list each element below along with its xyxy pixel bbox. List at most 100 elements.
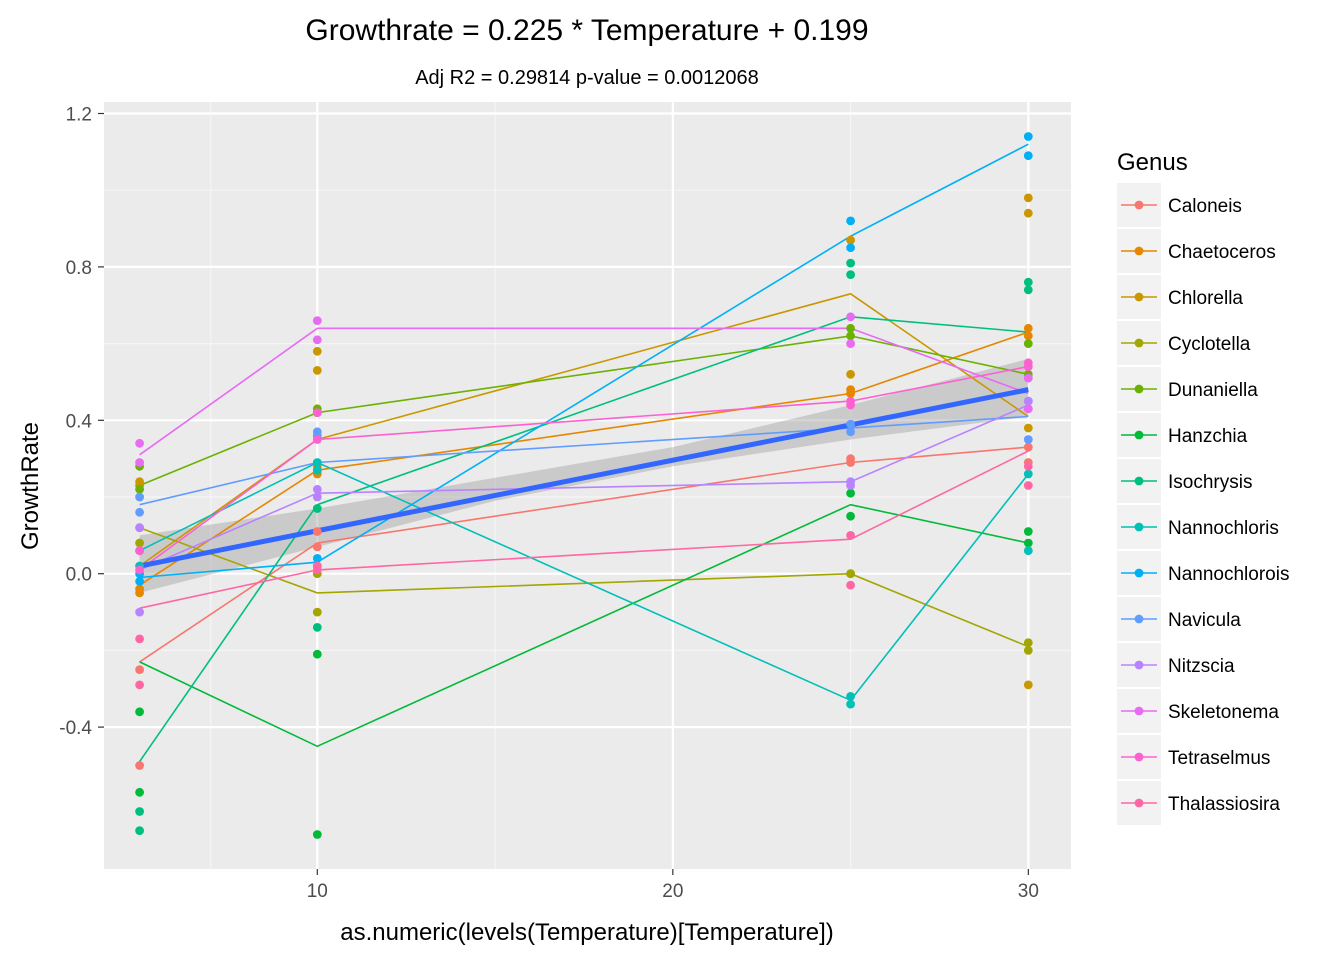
data-point-dunaniella	[1023, 339, 1033, 348]
data-point-isochrysis	[135, 826, 145, 835]
data-point-nannochloris	[312, 465, 322, 475]
data-point-tetraselmus	[312, 435, 322, 444]
data-point-chlorella	[312, 366, 322, 375]
data-point-skeletonema	[1023, 373, 1033, 383]
legend-key-point	[1134, 706, 1144, 716]
legend-label: Hanzchia	[1168, 426, 1248, 447]
x-axis-label: as.numeric(levels(Temperature)[Temperatu…	[340, 919, 834, 946]
data-point-nannochlorois	[846, 243, 855, 253]
legend-item-caloneis: Caloneis	[1117, 183, 1242, 227]
legend-key-point	[1134, 798, 1144, 808]
data-point-nannochlorois	[846, 216, 855, 226]
data-point-navicula	[135, 492, 145, 502]
legend-label: Chaetoceros	[1168, 242, 1276, 263]
legend-item-chaetoceros: Chaetoceros	[1117, 229, 1276, 273]
y-tick-label: 0.0	[66, 565, 92, 586]
data-point-nannochlorois	[1023, 132, 1033, 141]
legend-item-tetraselmus: Tetraselmus	[1117, 735, 1270, 779]
legend-label: Skeletonema	[1168, 702, 1279, 723]
data-point-skeletonema	[846, 312, 855, 322]
series-line-dunaniella	[139, 335, 1029, 487]
legend-key-point	[1134, 292, 1144, 302]
plot-background	[104, 102, 1071, 869]
data-point-thalassiosira	[1023, 481, 1033, 490]
data-point-tetraselmus	[312, 408, 322, 417]
series-line-nitzscia	[139, 404, 1029, 571]
data-point-skeletonema	[1023, 404, 1033, 414]
series-line-cyclotella	[139, 526, 1029, 648]
legend-label: Dunaniella	[1168, 380, 1258, 401]
chart-subtitle: Adj R2 = 0.29814 p-value = 0.0012068	[415, 67, 759, 89]
legend-key-point	[1134, 522, 1144, 532]
legend-key-point	[1134, 660, 1144, 670]
data-point-caloneis	[1023, 442, 1033, 452]
y-axis: -0.4 0.0 0.4 0.8 1.2	[59, 105, 104, 739]
legend-item-chlorella: Chlorella	[1117, 275, 1243, 319]
legend-key-point	[1134, 614, 1144, 624]
data-point-nannochlorois	[135, 577, 145, 586]
data-point-isochrysis	[1023, 285, 1033, 295]
legend-key-point	[1134, 200, 1144, 210]
series-line-navicula	[139, 415, 1029, 506]
data-point-cyclotella	[135, 538, 145, 548]
data-point-hanzchia	[846, 511, 855, 521]
data-point-thalassiosira	[312, 561, 322, 571]
data-point-chlorella	[846, 369, 855, 379]
legend-key-point	[1134, 338, 1144, 348]
data-point-chlorella	[1023, 208, 1033, 218]
x-tick-label: 10	[307, 881, 328, 902]
data-point-isochrysis	[135, 807, 145, 816]
data-point-hanzchia	[312, 649, 322, 659]
x-tick-label: 20	[662, 881, 683, 902]
data-point-skeletonema	[846, 339, 855, 348]
data-point-tetraselmus	[135, 546, 145, 556]
legend-title: Genus	[1117, 149, 1188, 176]
data-point-skeletonema	[135, 438, 145, 448]
legend-label: Navicula	[1168, 610, 1241, 631]
legend-label: Caloneis	[1168, 196, 1242, 217]
series-line-isochrysis	[138, 315, 1029, 763]
data-point-tetraselmus	[1023, 362, 1033, 371]
data-point-nannochloris	[1023, 546, 1033, 556]
data-point-hanzchia	[1023, 527, 1033, 536]
legend-key-point	[1134, 752, 1144, 762]
legend-items: Caloneis Chaetoceros Chlorella Cyclotella Du…	[1117, 183, 1289, 825]
legend-label: Nitzscia	[1168, 656, 1235, 677]
series-line-tetraselmus	[139, 365, 1029, 571]
data-point-cyclotella	[846, 569, 855, 579]
data-point-isochrysis	[312, 504, 322, 513]
legend-label: Tetraselmus	[1168, 748, 1270, 769]
data-point-nannochloris	[1023, 469, 1033, 479]
legend-key-point	[1134, 246, 1144, 256]
legend-item-nannochlorois: Nannochlorois	[1117, 551, 1289, 595]
legend-key-point	[1134, 384, 1144, 394]
data-point-isochrysis	[846, 270, 855, 279]
data-point-chlorella	[1023, 423, 1033, 433]
data-point-nannochlorois	[312, 554, 322, 563]
data-point-thalassiosira	[135, 634, 145, 644]
data-point-skeletonema	[312, 316, 322, 325]
legend-item-nitzscia: Nitzscia	[1117, 643, 1235, 687]
data-point-thalassiosira	[1023, 461, 1033, 471]
y-tick-label: 1.2	[66, 105, 92, 126]
data-point-caloneis	[312, 527, 322, 536]
legend-item-navicula: Navicula	[1117, 597, 1241, 641]
data-point-navicula	[846, 419, 855, 429]
x-tick-label: 30	[1018, 881, 1039, 902]
chart-title: Growthrate = 0.225 * Temperature + 0.199	[305, 14, 868, 47]
y-tick-label: 0.8	[66, 258, 92, 279]
series-line-caloneis	[139, 446, 1029, 663]
legend-label: Nannochloris	[1168, 518, 1279, 539]
data-point-chaetoceros	[135, 588, 145, 598]
data-point-hanzchia	[1023, 538, 1033, 548]
series-line-chaetoceros	[139, 331, 1029, 586]
data-point-nitzscia	[135, 607, 145, 617]
data-point-skeletonema	[312, 335, 322, 345]
legend-item-cyclotella: Cyclotella	[1117, 321, 1251, 365]
data-point-cyclotella	[312, 607, 322, 617]
data-point-chaetoceros	[1023, 331, 1033, 341]
data-point-chlorella	[312, 346, 322, 356]
data-point-nitzscia	[846, 481, 855, 490]
fit-line-layer	[139, 387, 1029, 569]
legend-item-thalassiosira: Thalassiosira	[1117, 781, 1280, 825]
